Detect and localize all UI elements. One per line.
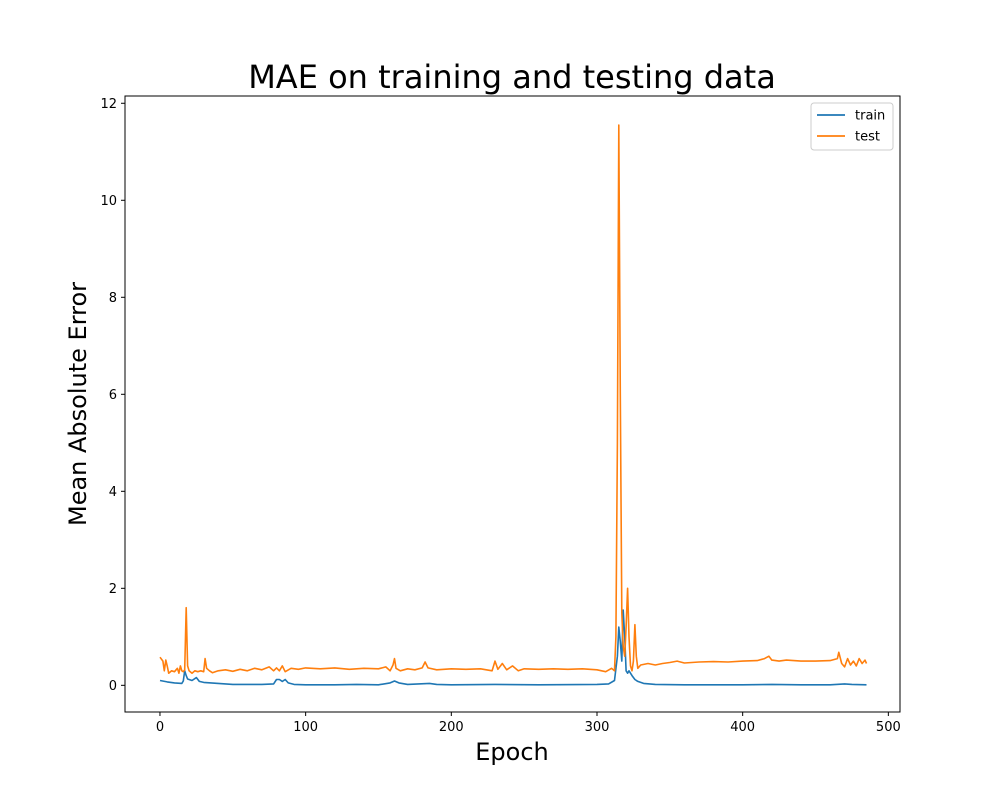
x-tick-label: 300 xyxy=(585,720,610,735)
series-line-train xyxy=(159,609,867,686)
x-tick-label: 200 xyxy=(439,720,464,735)
legend: train test xyxy=(810,102,894,151)
x-axis-title: Epoch xyxy=(475,738,549,766)
x-tick-label: 0 xyxy=(156,720,164,735)
y-axis: 0 2 4 6 8 10 12 xyxy=(100,97,125,694)
x-tick-label: 100 xyxy=(293,720,318,735)
x-tick-label: 400 xyxy=(730,720,755,735)
x-axis: 0 100 200 300 400 500 xyxy=(156,712,901,735)
y-axis-title: Mean Absolute Error xyxy=(64,282,92,526)
y-tick-label: 10 xyxy=(100,194,117,209)
y-tick-label: 2 xyxy=(109,582,117,597)
x-tick-label: 500 xyxy=(876,720,901,735)
y-tick-label: 0 xyxy=(109,679,117,694)
legend-label-test: test xyxy=(855,130,880,145)
y-tick-label: 4 xyxy=(109,485,117,500)
y-tick-label: 12 xyxy=(100,97,117,112)
plot-frame xyxy=(124,95,901,713)
legend-label-train: train xyxy=(855,109,885,124)
y-tick-label: 6 xyxy=(109,388,117,403)
y-tick-label: 8 xyxy=(109,291,117,306)
chart-title: MAE on training and testing data xyxy=(248,58,776,96)
plot-lines xyxy=(159,124,868,686)
series-line-test xyxy=(159,124,868,674)
